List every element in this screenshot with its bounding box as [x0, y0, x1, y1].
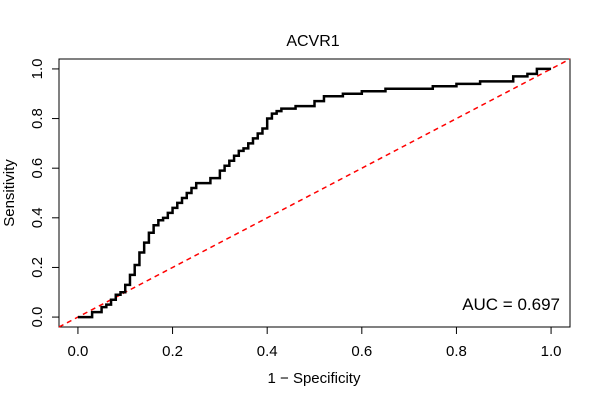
- series-layer: [58, 58, 571, 328]
- chart-title: ACVR1: [286, 33, 339, 50]
- y-tick-label: 0.0: [29, 307, 46, 328]
- y-tick-label: 0.2: [29, 257, 46, 278]
- x-axis: 0.0 0.2 0.4 0.6 0.8 1.0: [67, 326, 562, 360]
- y-axis: 0.0 0.2 0.4 0.6 0.8 1.0: [29, 58, 60, 328]
- y-axis-label: Sensitivity: [1, 159, 18, 227]
- y-tick-label: 1.0: [29, 58, 46, 79]
- auc-annotation: AUC = 0.697: [462, 295, 560, 314]
- roc-curve-line: [77, 67, 552, 319]
- y-tick-label: 0.8: [29, 108, 46, 129]
- y-tick-label: 0.4: [29, 207, 46, 228]
- y-tick-label: 0.6: [29, 158, 46, 179]
- x-tick-label: 0.2: [162, 343, 183, 360]
- x-axis-label: 1 − Specificity: [268, 370, 361, 387]
- x-tick-label: 0.8: [446, 343, 467, 360]
- x-tick-label: 0.0: [67, 343, 88, 360]
- x-tick-label: 1.0: [541, 343, 562, 360]
- x-tick-label: 0.4: [257, 343, 278, 360]
- reference-diagonal-line: [58, 58, 571, 328]
- x-tick-label: 0.6: [351, 343, 372, 360]
